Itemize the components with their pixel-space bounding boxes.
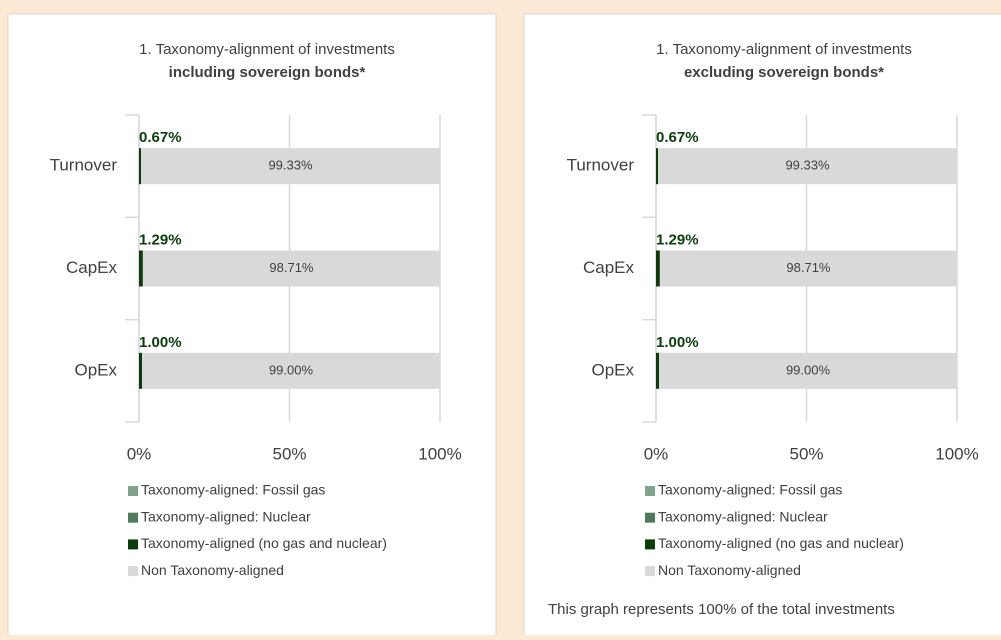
data-label: 98.71% [269, 260, 314, 275]
x-tick-label: 50% [789, 444, 823, 463]
data-label: 1.00% [656, 334, 699, 351]
data-label: 99.33% [785, 158, 830, 173]
data-label: 1.29% [139, 231, 182, 248]
chart-subtitle: excluding sovereign bonds* [684, 64, 884, 81]
data-label: 99.00% [269, 362, 314, 377]
bar-segment [656, 250, 660, 287]
annotation: This graph represents 100% of the total … [548, 601, 895, 618]
bar-segment [139, 250, 143, 287]
data-label: 99.00% [786, 362, 831, 377]
legend-swatch [128, 486, 138, 496]
legend-swatch [645, 566, 655, 577]
data-label: 98.71% [786, 260, 831, 275]
data-label: 1.29% [656, 231, 699, 248]
chart-title: 1. Taxonomy-alignment of investments [139, 41, 395, 58]
bar-segment [142, 250, 440, 287]
bar-segment [658, 148, 957, 185]
bar-segment [141, 148, 440, 185]
x-tick-label: 100% [935, 444, 978, 463]
legend-label: Taxonomy-aligned (no gas and nuclear) [141, 535, 387, 551]
bar-segment [139, 148, 142, 185]
legend-swatch [645, 486, 655, 496]
bar-segment [142, 352, 440, 389]
legend-swatch [128, 539, 138, 550]
legend-label: Taxonomy-aligned: Nuclear [658, 508, 828, 524]
y-tick-label: OpEx [591, 360, 634, 379]
y-tick-label: OpEx [74, 360, 117, 379]
bar-segment [659, 250, 957, 287]
x-tick-label: 100% [418, 444, 461, 463]
legend-label: Taxonomy-aligned: Nuclear [141, 508, 311, 524]
bar-segment [656, 148, 659, 185]
data-label: 0.67% [656, 129, 699, 146]
y-tick-label: Turnover [567, 156, 635, 175]
y-tick-label: CapEx [583, 258, 635, 277]
bar-segment [656, 352, 660, 389]
chart-title: 1. Taxonomy-alignment of investments [656, 41, 912, 58]
panel [523, 13, 1001, 640]
legend-label: Taxonomy-aligned (no gas and nuclear) [658, 535, 904, 551]
data-label: 99.33% [268, 158, 313, 173]
legend-swatch [645, 512, 655, 523]
legend-swatch [645, 539, 655, 550]
chart-subtitle: including sovereign bonds* [169, 64, 366, 81]
x-tick-label: 0% [644, 444, 669, 463]
y-tick-label: Turnover [50, 156, 118, 175]
panel [7, 13, 497, 640]
bar-segment [139, 352, 143, 389]
legend-label: Non Taxonomy-aligned [141, 562, 284, 578]
x-tick-label: 0% [127, 444, 152, 463]
legend-label: Non Taxonomy-aligned [658, 562, 801, 578]
legend-swatch [128, 566, 138, 577]
y-tick-label: CapEx [66, 258, 118, 277]
data-label: 1.00% [139, 334, 182, 351]
legend-label: Taxonomy-aligned: Fossil gas [141, 482, 325, 498]
legend-label: Taxonomy-aligned: Fossil gas [658, 482, 842, 498]
legend-swatch [128, 512, 138, 523]
bar-segment [659, 352, 957, 389]
data-label: 0.67% [139, 129, 182, 146]
x-tick-label: 50% [272, 444, 306, 463]
